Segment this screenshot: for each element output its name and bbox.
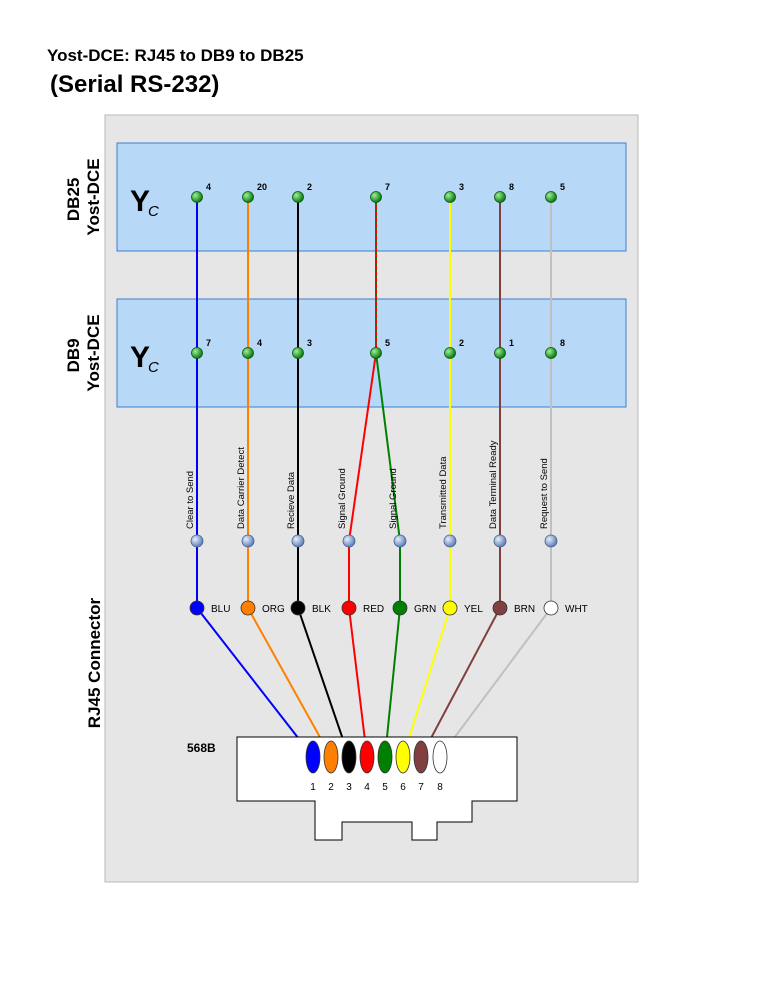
db25-label: DB25 Yost-DCE	[64, 158, 103, 235]
color-dot-red	[341, 600, 357, 616]
db9-label: DB9 Yost-DCE	[64, 314, 103, 391]
junction-node	[291, 534, 305, 548]
db9-pin-number: 1	[509, 338, 514, 348]
color-label: WHT	[565, 604, 588, 615]
signal-label: Clear to Send	[185, 471, 196, 529]
svg-text:Y: Y	[130, 341, 150, 374]
signal-label: Signal Ground	[337, 468, 348, 529]
db25-pin	[191, 191, 203, 203]
wire-red	[348, 352, 377, 758]
color-label: BLU	[211, 604, 230, 615]
signal-label: Data Carrier Detect	[236, 447, 247, 529]
wire-grn	[375, 352, 401, 758]
db25-pin	[545, 191, 557, 203]
db25-yost-logo: Y C	[130, 185, 159, 220]
db9-pin-number: 4	[257, 338, 262, 348]
color-dot-yel	[442, 600, 458, 616]
diagram-subtitle: (Serial RS-232)	[50, 71, 220, 98]
rj45-pin-number: 8	[437, 782, 443, 793]
signal-label: Recieve Data	[286, 471, 297, 529]
rj45-pin-8	[432, 740, 448, 774]
db25-pin	[494, 191, 506, 203]
color-dot-wht	[543, 600, 559, 616]
color-label: YEL	[464, 604, 483, 615]
junction-node	[393, 534, 407, 548]
svg-text:C: C	[148, 359, 159, 376]
junction-node	[241, 534, 255, 548]
db9-pin	[444, 347, 456, 359]
db25-pin	[370, 191, 382, 203]
db9-pin-number: 2	[459, 338, 464, 348]
db25-pin-number: 8	[509, 182, 514, 192]
color-dot-brn	[492, 600, 508, 616]
db25-pin-number: 20	[257, 182, 267, 192]
color-dot-org	[240, 600, 256, 616]
color-dot-blk	[290, 600, 306, 616]
junction-node	[190, 534, 204, 548]
wires-layer	[196, 197, 552, 758]
signal-label: Request to Send	[539, 458, 550, 529]
diagram-title: Yost-DCE: RJ45 to DB9 to DB25	[47, 46, 304, 65]
svg-text:Y: Y	[130, 185, 150, 218]
db9-pin-number: 5	[385, 338, 390, 348]
color-label: RED	[363, 604, 384, 615]
db9-yost-logo: Y C	[130, 341, 159, 376]
db9-pin	[191, 347, 203, 359]
rj45-pin-number: 5	[382, 782, 388, 793]
color-dot-grn	[392, 600, 408, 616]
junction-node	[493, 534, 507, 548]
color-label: ORG	[262, 604, 285, 615]
rj45-pin-2	[323, 740, 339, 774]
db9-pin	[242, 347, 254, 359]
db25-pin	[292, 191, 304, 203]
rj45-pin-1	[305, 740, 321, 774]
signal-label: Transmitted Data	[438, 456, 449, 529]
signal-label: Signal Ground	[388, 468, 399, 529]
color-label: BLK	[312, 604, 331, 615]
db25-pin	[444, 191, 456, 203]
rj45-connector-label: RJ45 Connector	[85, 597, 104, 728]
rj45-standard-label: 568B	[187, 741, 216, 755]
rj45-pin-number: 7	[418, 782, 424, 793]
db25-pin-number: 7	[385, 182, 390, 192]
db25-pin	[242, 191, 254, 203]
color-dot-blu	[189, 600, 205, 616]
pins-layer: 4 20 2 7 3 8 5 7 4 3 5 2 1 8 Clear to Send BLU Data Carr…	[185, 182, 588, 616]
db25-pin-number: 2	[307, 182, 312, 192]
rj45-pin-number: 1	[310, 782, 316, 793]
rj45-pin-6	[395, 740, 411, 774]
rj45-pin-number: 3	[346, 782, 352, 793]
db9-pin-number: 8	[560, 338, 565, 348]
db9-pin	[370, 347, 382, 359]
junction-node	[443, 534, 457, 548]
db9-pin	[292, 347, 304, 359]
db25-pin-number: 3	[459, 182, 464, 192]
rj45-pin-5	[377, 740, 393, 774]
rj45-pins: 1 2 3 4 5 6 7 8	[305, 740, 448, 793]
db9-pin-number: 7	[206, 338, 211, 348]
db9-pin-number: 3	[307, 338, 312, 348]
db9-pin	[494, 347, 506, 359]
rj45-pin-4	[359, 740, 375, 774]
svg-text:C: C	[148, 203, 159, 220]
rj45-pin-number: 6	[400, 782, 406, 793]
rj45-pin-number: 4	[364, 782, 370, 793]
db25-pin-number: 5	[560, 182, 565, 192]
rj45-pin-7	[413, 740, 429, 774]
junction-node	[544, 534, 558, 548]
db25-pin-number: 4	[206, 182, 211, 192]
color-label: BRN	[514, 604, 535, 615]
db9-pin	[545, 347, 557, 359]
signal-label: Data Terminal Ready	[488, 440, 499, 529]
junction-node	[342, 534, 356, 548]
rj45-pin-3	[341, 740, 357, 774]
rj45-pin-number: 2	[328, 782, 334, 793]
color-label: GRN	[414, 604, 436, 615]
